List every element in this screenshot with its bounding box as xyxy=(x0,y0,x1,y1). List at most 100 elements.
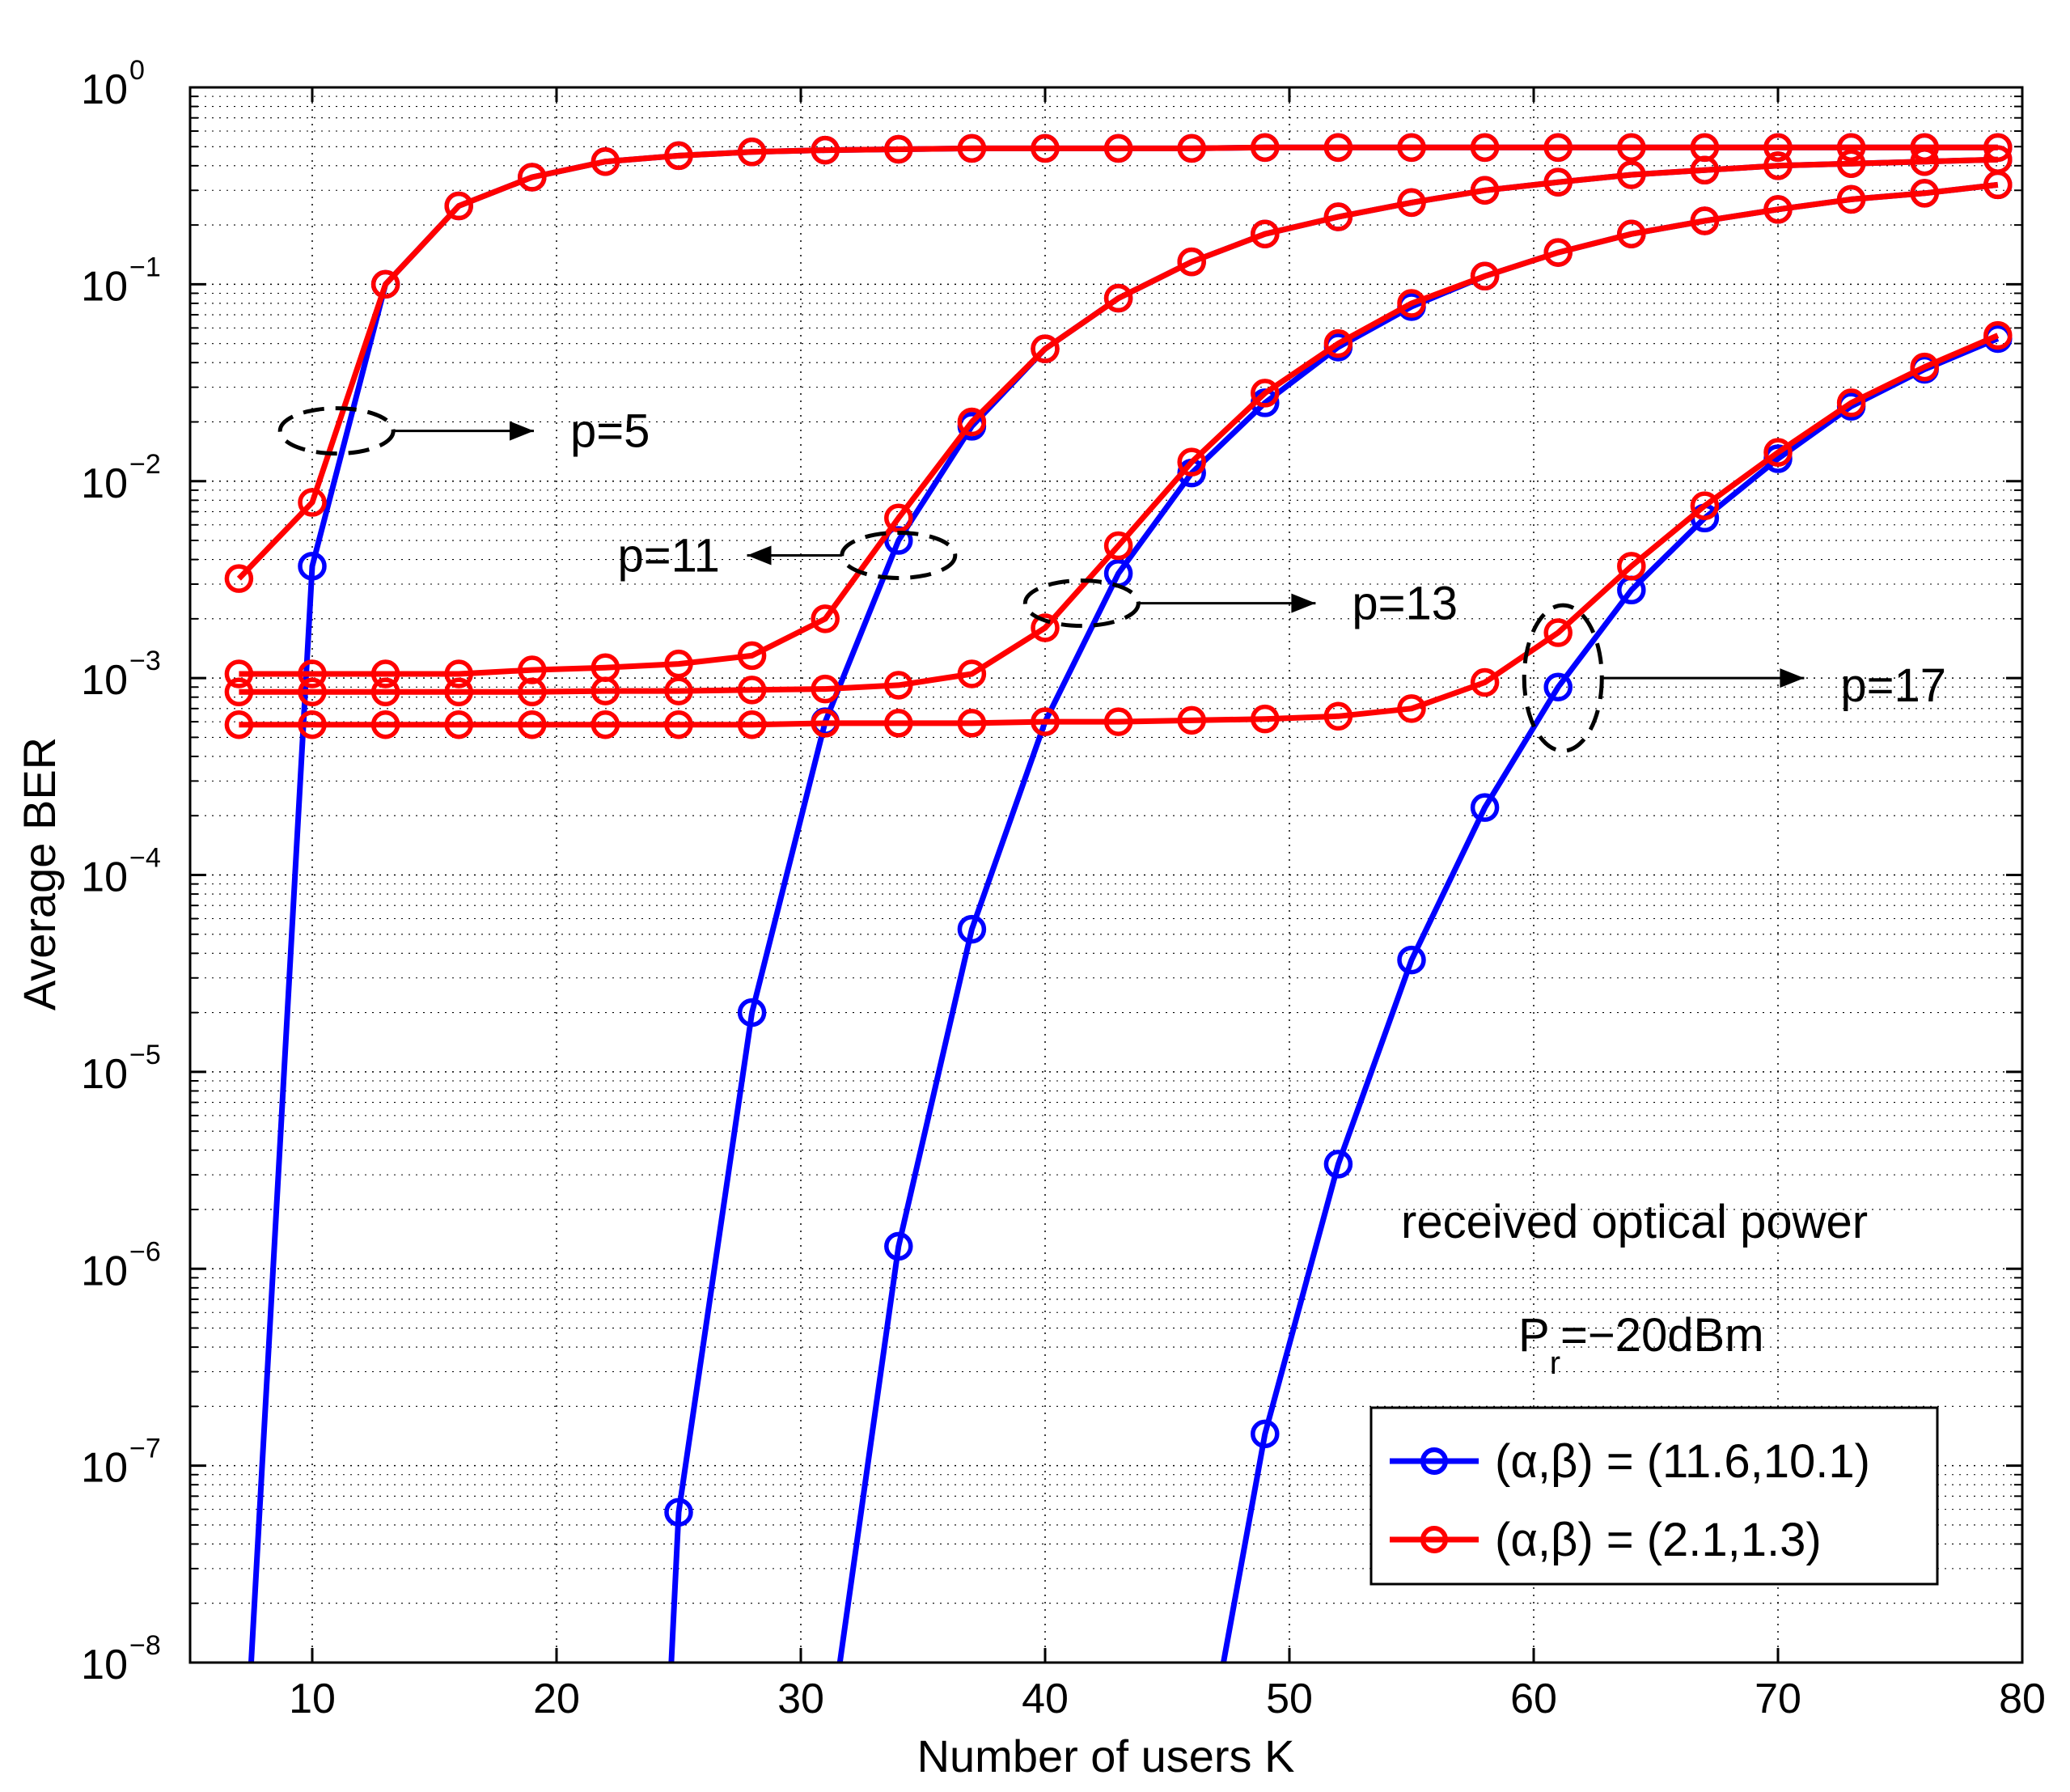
group-arrowhead-p17 xyxy=(1780,668,1805,688)
legend: (α,β) = (11.6,10.1) (α,β) = (2.1,1.3) xyxy=(1369,1406,1939,1586)
series-6-marker xyxy=(1323,328,1353,358)
series-6-marker xyxy=(444,677,473,707)
y-tick-exponent: −7 xyxy=(129,1434,161,1464)
series-5-marker xyxy=(298,659,327,688)
series-6-marker xyxy=(1031,613,1060,642)
series-6-marker xyxy=(1690,206,1720,235)
series-4-marker xyxy=(1543,133,1573,163)
series-7-marker xyxy=(1617,552,1646,581)
series-6-marker xyxy=(1103,531,1133,561)
series-5-marker xyxy=(664,649,693,679)
series-7-marker xyxy=(1983,320,2013,350)
series-5-marker xyxy=(1543,167,1573,197)
y-axis-label: Average BER xyxy=(14,737,65,1010)
y-tick-label: 10 xyxy=(81,460,128,507)
series-7-marker xyxy=(884,709,913,738)
series-5-marker xyxy=(1910,146,1939,176)
y-tick-exponent: −2 xyxy=(129,449,161,480)
x-axis-label: Number of users K xyxy=(917,1731,1295,1781)
series-4-marker xyxy=(1397,133,1426,163)
series-6-marker xyxy=(518,677,547,707)
legend-box xyxy=(1369,1406,1939,1586)
series-4-marker xyxy=(1031,133,1060,163)
legend-marker-red xyxy=(1420,1526,1448,1553)
series-7-marker xyxy=(298,710,327,739)
series-2-marker xyxy=(957,914,987,944)
x-tick-label: 30 xyxy=(777,1675,824,1722)
group-arrowhead-p11 xyxy=(747,545,772,566)
annotations: p=5 p=11 p=13 p=17 xyxy=(277,405,1946,753)
group-label-p11: p=11 xyxy=(618,529,720,582)
series-4-marker xyxy=(370,269,400,299)
series-7-marker xyxy=(811,709,840,738)
series-4-marker xyxy=(1617,133,1646,163)
series-6-marker xyxy=(1983,170,2013,200)
series-6-marker xyxy=(1397,289,1426,318)
series-6-marker xyxy=(664,676,693,705)
x-tick-label: 80 xyxy=(1999,1675,2046,1722)
series-5-marker xyxy=(884,503,913,533)
series-3-marker xyxy=(1251,1419,1280,1449)
pr-subscript: r xyxy=(1550,1345,1560,1381)
series-1-marker xyxy=(737,998,767,1027)
series-5-marker xyxy=(1397,188,1426,218)
series-6-marker xyxy=(1763,195,1793,224)
series-4-marker xyxy=(737,138,767,167)
series-3-marker xyxy=(1543,672,1573,702)
y-tick-label: 10 xyxy=(81,1248,128,1294)
series-5-marker xyxy=(1103,283,1133,313)
series-5-marker xyxy=(1470,176,1500,205)
series-6-marker xyxy=(1910,179,1939,208)
series-2-marker xyxy=(884,1231,913,1261)
y-tick-label: 10 xyxy=(81,854,128,901)
y-tick-exponent: −1 xyxy=(129,252,161,282)
series-7-marker xyxy=(1031,707,1060,736)
group-label-p17: p=17 xyxy=(1840,659,1946,712)
series-6-marker xyxy=(1177,447,1206,477)
series-4-marker xyxy=(1177,133,1206,163)
series-5-marker xyxy=(1763,151,1793,180)
x-tick-label: 50 xyxy=(1266,1675,1313,1722)
y-tick-exponent: −8 xyxy=(129,1630,161,1661)
series-7-marker xyxy=(957,709,987,738)
series-3-marker xyxy=(1323,1150,1353,1179)
series-group xyxy=(224,133,2013,1663)
x-tick-label: 10 xyxy=(289,1675,336,1722)
series-5-marker xyxy=(957,407,987,437)
y-tick-label: 10 xyxy=(81,657,128,704)
power-note-line1: received optical power xyxy=(1401,1196,1868,1248)
series-3-marker xyxy=(1470,793,1500,822)
y-tick-label: 10 xyxy=(81,66,128,113)
series-4-marker xyxy=(664,141,693,171)
series-4-marker xyxy=(518,163,547,192)
series-4-marker xyxy=(1836,133,1866,163)
series-6-marker xyxy=(1617,219,1646,248)
series-1-marker xyxy=(664,1498,693,1527)
series-5-marker xyxy=(1031,334,1060,363)
pr-symbol: P xyxy=(1518,1309,1550,1362)
series-7-marker xyxy=(1323,701,1353,731)
series-5-marker xyxy=(1617,160,1646,189)
series-6-marker xyxy=(1251,379,1280,408)
series-7-marker xyxy=(1470,667,1500,697)
series-5-marker xyxy=(1177,247,1206,277)
series-line-6 xyxy=(239,181,1999,695)
series-4-marker xyxy=(1323,133,1353,163)
series-line-4 xyxy=(236,144,1998,581)
series-4-marker xyxy=(224,564,254,593)
y-tick-label: 10 xyxy=(81,1051,128,1098)
series-5-marker xyxy=(1323,202,1353,231)
series-7-marker xyxy=(1836,388,1866,417)
series-3-marker xyxy=(1397,945,1426,975)
series-7-marker xyxy=(1690,491,1720,520)
y-tick-label: 10 xyxy=(81,1445,128,1492)
series-5-marker xyxy=(1251,219,1280,248)
group-arrowhead-p13 xyxy=(1291,593,1316,613)
series-6-marker xyxy=(1470,261,1500,291)
y-tick-exponent: −4 xyxy=(129,843,161,874)
legend-label-red: (α,β) = (2.1,1.3) xyxy=(1495,1514,1822,1566)
series-5-marker xyxy=(444,659,473,688)
series-5-marker xyxy=(1836,149,1866,178)
